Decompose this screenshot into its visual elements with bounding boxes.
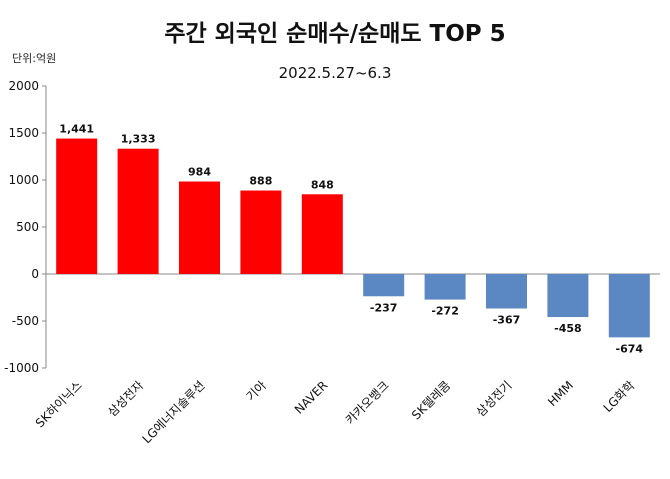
x-tick-label: SK하이닉스	[33, 378, 85, 430]
bar	[56, 138, 98, 274]
data-label: 984	[188, 166, 211, 179]
data-label: -367	[493, 313, 521, 326]
x-tick-label: SK텔레콤	[409, 378, 453, 422]
data-label: -458	[554, 322, 582, 335]
data-label: 1,333	[121, 133, 156, 146]
x-tick-label: LG에너지솔루션	[140, 378, 208, 446]
bar	[547, 274, 589, 318]
bar	[179, 181, 220, 274]
bar	[117, 148, 159, 274]
x-tick-label: LG화학	[601, 378, 638, 415]
y-tick-label: 500	[16, 220, 39, 234]
bar	[240, 190, 282, 274]
y-tick-label: -500	[12, 314, 39, 328]
data-label: 848	[311, 178, 334, 191]
bar	[301, 194, 343, 274]
x-tick-label: 기아	[243, 378, 269, 404]
bar	[486, 274, 527, 309]
data-label: -237	[370, 301, 398, 314]
x-tick-label: HMM	[545, 378, 576, 409]
y-tick-label: 1000	[8, 173, 39, 187]
bar	[363, 274, 405, 297]
chart-title: 주간 외국인 순매수/순매도 TOP 5	[164, 21, 506, 47]
x-tick-label: 삼성전자	[105, 378, 146, 419]
data-label: 888	[249, 175, 272, 188]
data-label: 1,441	[59, 123, 94, 136]
x-tick-label: 삼성전기	[473, 378, 514, 419]
chart-subtitle: 2022.5.27~6.3	[278, 64, 392, 82]
x-tick-label: 카카오뱅크	[343, 378, 392, 427]
data-label: -674	[616, 342, 644, 355]
y-tick-label: 1500	[8, 126, 39, 140]
y-tick-label: 0	[31, 267, 39, 281]
y-tick-label: 2000	[8, 79, 39, 93]
bar	[424, 274, 466, 300]
unit-label: 단위:억원	[12, 52, 57, 65]
x-tick-label: NAVER	[292, 378, 331, 417]
y-tick-label: -1000	[4, 361, 39, 375]
bar	[608, 274, 650, 338]
data-label: -272	[431, 305, 459, 318]
